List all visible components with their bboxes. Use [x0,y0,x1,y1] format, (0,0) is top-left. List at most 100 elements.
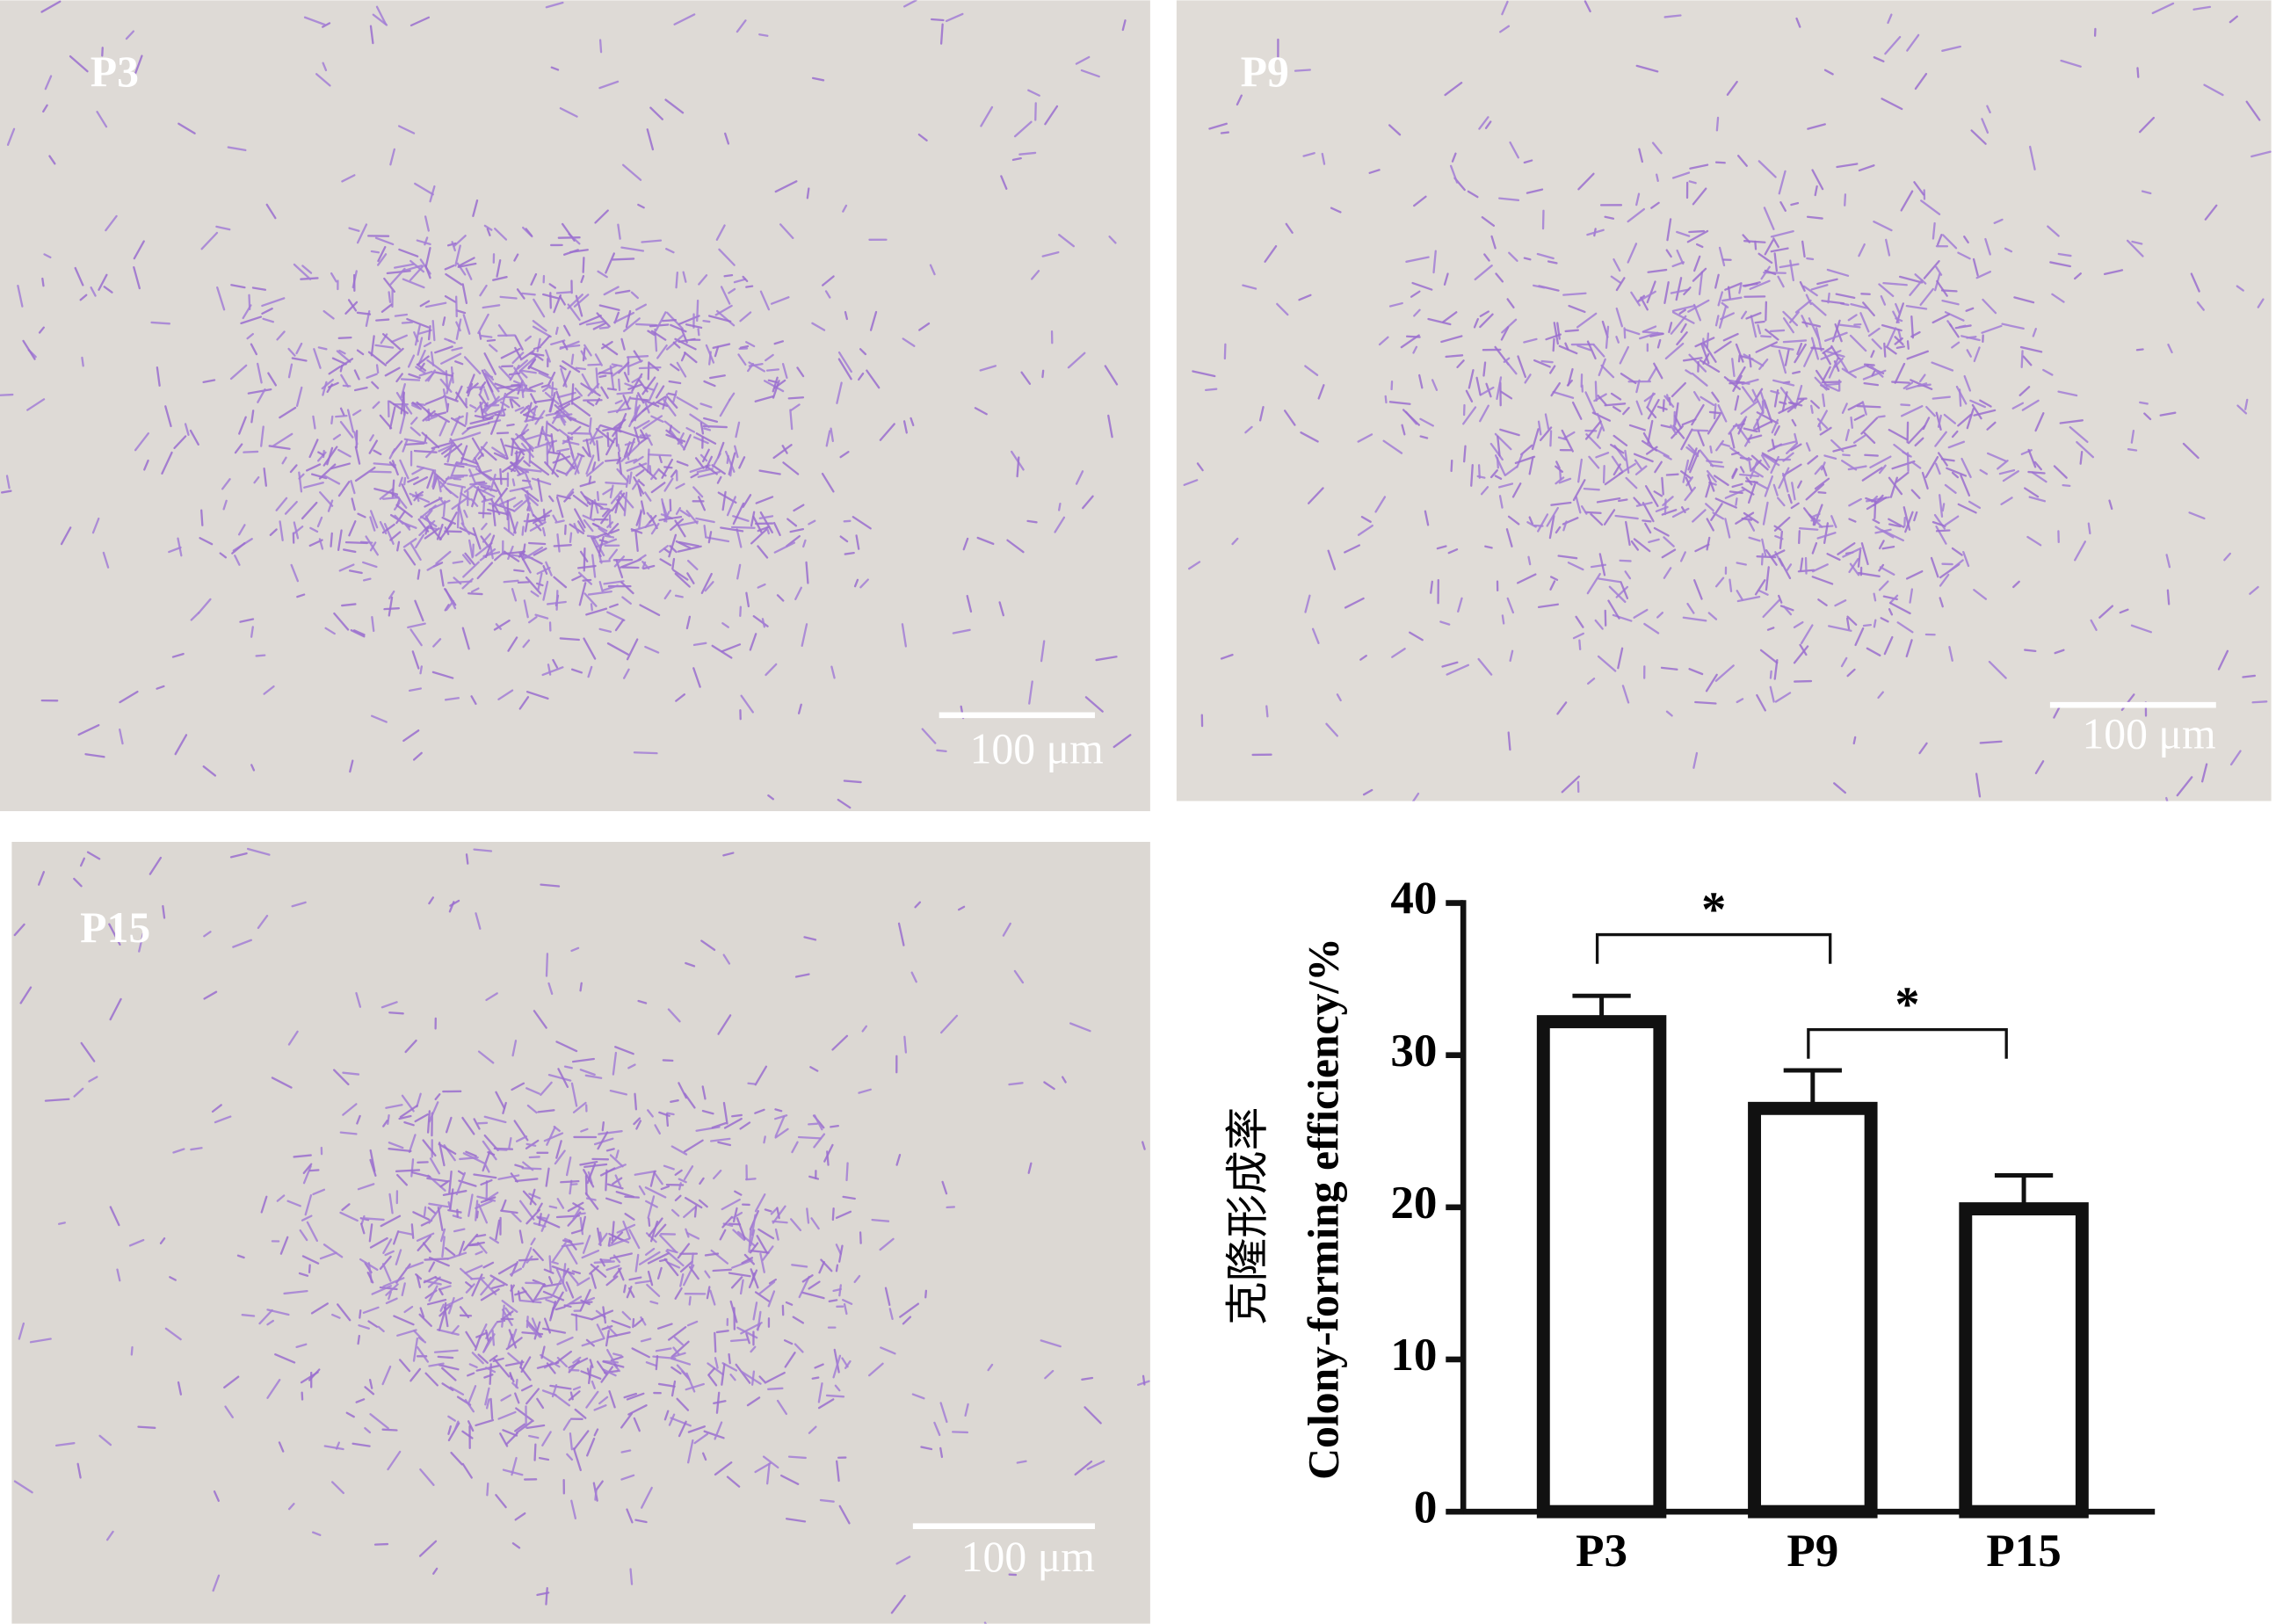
cell [1685,369,1692,375]
cell [1473,317,1480,329]
cell [733,278,747,284]
cell [924,1289,928,1299]
cell [633,751,658,755]
cell [1644,485,1659,508]
cell [407,476,419,483]
cell [1894,336,1904,346]
cell [529,460,550,476]
cell [250,410,255,424]
cell [357,512,366,518]
cell [634,1280,652,1285]
cell [38,326,45,334]
cell [752,1301,758,1321]
cell [174,734,188,756]
cell [457,1170,465,1176]
cell [1084,1406,1102,1425]
cell [398,1114,412,1120]
cell [1734,395,1740,411]
cell [902,1316,912,1325]
cell [1558,477,1572,484]
cell [1722,332,1739,342]
cell [362,1217,385,1222]
cell [623,491,628,517]
cell [1016,456,1020,478]
cell [821,472,835,493]
cell [843,779,862,784]
cell [605,1330,610,1347]
cell [572,1386,582,1391]
cell [1862,369,1887,381]
cell [359,1222,366,1235]
cell [1805,483,1825,501]
cell [1973,409,1997,417]
cell [1665,710,1673,717]
cell [279,1236,289,1255]
cell [1382,439,1403,454]
cell [686,572,695,584]
cell [1494,475,1503,480]
cell [471,1352,484,1365]
cell [480,535,490,548]
cell [383,522,395,545]
cell [337,1303,352,1322]
cell [626,451,630,460]
cell [216,286,226,311]
cell [395,504,413,518]
cell [732,515,750,522]
cell [1558,344,1578,355]
cell [683,1139,704,1153]
cell [689,413,710,428]
cell [853,1274,861,1284]
cell [1591,411,1612,422]
cell [403,548,417,566]
cell [203,931,212,938]
cell [2054,649,2065,655]
cell [448,1170,453,1194]
cell [806,1207,810,1224]
cell [1680,428,1693,451]
cell [322,22,331,28]
cell [609,1252,633,1260]
cell [409,492,431,504]
cell [1900,403,1911,407]
cell [2138,116,2156,134]
cell [1413,195,1427,207]
cell [430,351,435,366]
cell [394,492,408,509]
cell [1086,1460,1105,1470]
cell [475,912,482,930]
cell [1054,516,1066,533]
cell [570,353,575,366]
cell [450,417,467,427]
cell [957,905,966,911]
cell [1951,471,1960,479]
cell [555,590,559,611]
cell [579,550,589,562]
cell [1450,459,1453,473]
cell [424,434,428,443]
cell [98,1434,112,1446]
cell [1687,444,1699,456]
cell [1860,417,1879,435]
cell [461,1116,475,1135]
cell [811,322,826,331]
cell [1633,538,1651,553]
cell [431,319,436,342]
cell [1835,293,1856,299]
cell [936,749,947,753]
cell [1188,561,1201,570]
cell [486,338,496,343]
cell [672,569,689,581]
cell [1300,431,1319,443]
cell [1624,570,1632,580]
cell [398,1359,411,1373]
cell [631,478,641,490]
cell [787,1455,807,1460]
cell [646,1283,661,1297]
cell [945,12,964,23]
cell [697,496,707,511]
cell [709,1289,716,1306]
cell [623,371,630,383]
cell [413,449,438,453]
cell [1612,405,1621,413]
